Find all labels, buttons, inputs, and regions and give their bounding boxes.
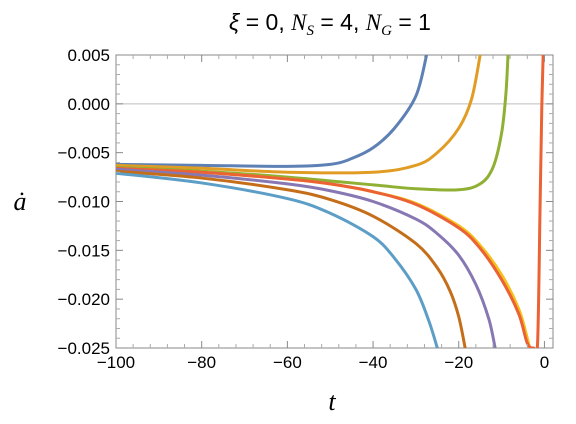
series-line-8 — [116, 171, 439, 348]
x-axis-label: t — [328, 387, 336, 416]
series-line-6 — [116, 167, 497, 348]
axis-ticks: −100 −80 −60 −40 −20 0 0.005 0.000 −0.005 −0.010 −… — [58, 46, 553, 372]
series-line-4 — [116, 166, 531, 348]
x-tick-label: −60 — [273, 353, 302, 372]
series-line-2 — [116, 55, 482, 175]
y-tick-label: −0.015 — [58, 241, 110, 260]
y-tick-label: −0.020 — [58, 290, 110, 309]
title-ng-value: = 1 — [392, 9, 431, 35]
series-line-7 — [116, 169, 467, 348]
y-tick-label: −0.005 — [58, 144, 110, 163]
y-tick-label: −0.025 — [58, 339, 110, 358]
x-tick-label: −40 — [359, 353, 388, 372]
x-tick-label: 0 — [540, 353, 549, 372]
title-ns-value: = 4, — [314, 9, 366, 35]
title-xi: ξ — [229, 9, 241, 35]
x-tick-label: −100 — [97, 353, 135, 372]
x-tick-label: −20 — [444, 353, 473, 372]
title-ns-sub: S — [306, 23, 314, 39]
x-tick-label: −80 — [187, 353, 216, 372]
title-ng-main: N — [365, 10, 383, 35]
y-tick-label: 0.000 — [67, 95, 110, 114]
y-tick-label: −0.010 — [58, 193, 110, 212]
series-group — [116, 55, 545, 348]
chart-title: ξ = 0, NS = 4, NG = 1 — [229, 9, 431, 39]
title-ng-sub: G — [381, 23, 392, 39]
title-ns-main: N — [290, 10, 308, 35]
series-line-1 — [116, 55, 429, 168]
y-axis-label: ȧ — [14, 187, 27, 216]
y-tick-label: 0.005 — [67, 46, 110, 65]
series-line-5 — [116, 55, 545, 348]
title-xi-value: = 0, — [239, 9, 291, 35]
